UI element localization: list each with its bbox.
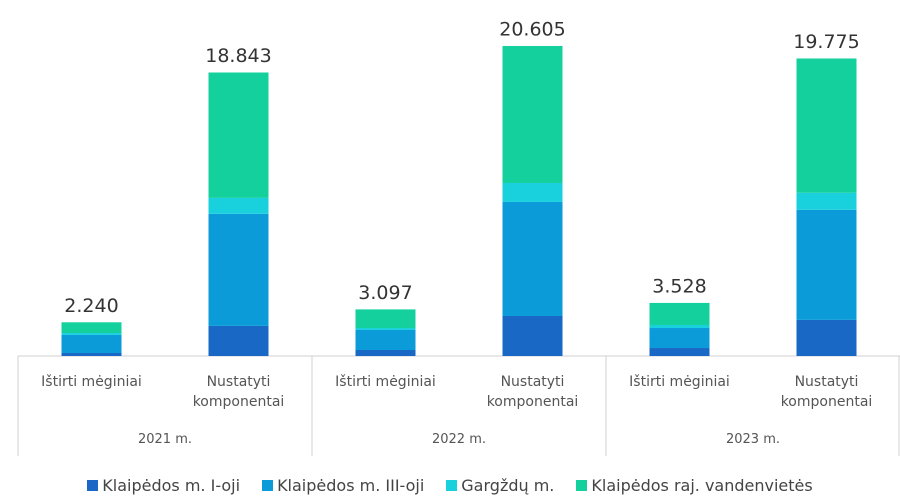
bar-segment [502, 201, 563, 316]
bar-segment [355, 329, 416, 350]
legend-label: Gargždų m. [461, 476, 555, 495]
total-label: 3.528 [652, 275, 706, 297]
bar-segment [649, 328, 710, 349]
bar-segment [208, 72, 269, 198]
legend-item: Klaipėdos m. I-oji [87, 476, 240, 495]
legend-label: Klaipėdos m. I-oji [102, 476, 241, 495]
total-label: 2.240 [64, 295, 118, 317]
bar-segment [502, 315, 563, 356]
bar-segment [796, 209, 857, 320]
total-label: 18.843 [205, 45, 271, 67]
category-label: Ištirti mėginiai [41, 374, 142, 390]
bar-segment [61, 322, 122, 333]
legend-item: Klaipėdos raj. vandenvietės [576, 476, 813, 495]
bar-segment [61, 352, 122, 356]
category-label: Nustatyti komponentai [486, 374, 579, 410]
bar-segment [208, 213, 269, 326]
total-label: 3.097 [358, 282, 412, 304]
category-label: Ištirti mėginiai [629, 374, 730, 390]
legend-swatch [446, 480, 458, 491]
bar-segment [649, 325, 710, 329]
legend-label: Klaipėdos m. III-oji [277, 476, 425, 495]
group-label: 2022 m. [431, 432, 486, 447]
bar-segment [208, 325, 269, 356]
bar-segment [502, 182, 563, 202]
bar-segment [796, 319, 857, 356]
total-label: 20.605 [499, 18, 565, 40]
category-label: Nustatyti komponentai [780, 374, 873, 410]
bar-segment [355, 309, 416, 329]
group-label: 2023 m. [725, 432, 780, 447]
legend-swatch [87, 480, 99, 491]
bar-segment [355, 328, 416, 330]
bar-segment [796, 192, 857, 210]
bar-segment [649, 348, 710, 356]
legend-item: Gargždų m. [446, 476, 554, 495]
bar-segment [208, 197, 269, 214]
bar-segment [796, 58, 857, 193]
legend: Klaipėdos m. I-oji Klaipėdos m. III-oji Ga… [0, 476, 900, 495]
chart: 2.240 18.843 3.097 20.605 3.528 19.775 [17, 18, 900, 456]
legend-label: Klaipėdos raj. vandenvietės [591, 476, 813, 495]
total-label: 19.775 [793, 31, 859, 53]
legend-swatch [576, 480, 588, 491]
bar-segment [649, 302, 710, 326]
bar-segment [502, 45, 563, 183]
bar-segment [61, 334, 122, 353]
bar-segment [355, 349, 416, 356]
group-label: 2021 m. [137, 432, 192, 447]
legend-swatch [262, 480, 274, 491]
bar-segment [61, 332, 122, 335]
category-label: Nustatyti komponentai [192, 374, 285, 410]
category-label: Ištirti mėginiai [335, 374, 436, 390]
legend-item: Klaipėdos m. III-oji [262, 476, 424, 495]
